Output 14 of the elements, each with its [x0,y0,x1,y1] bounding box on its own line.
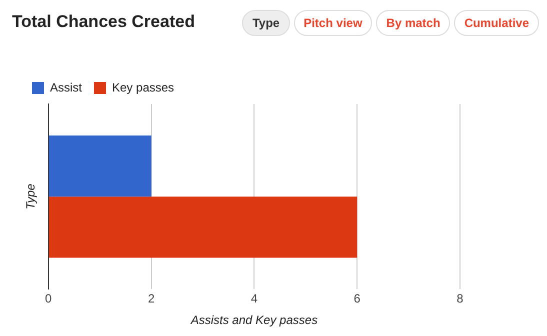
text: By match [376,10,450,36]
legend-label: Assist [50,80,83,94]
x-tick-label: 8 [456,292,464,306]
x-tick-label: 4 [250,292,258,306]
text: Cumulative [454,10,539,36]
x-tick-label: 6 [354,292,361,306]
y-axis-title: Type [24,183,38,210]
x-tick-label: 0 [45,292,52,306]
chart-title: Total Chances Created [12,12,195,32]
text: Type [242,10,290,36]
x-tick-label: 2 [148,292,155,306]
legend-label: Key passes [112,80,174,94]
x-axis-title: Assists and Key passes [190,313,318,328]
text: Pitch view [294,10,372,36]
